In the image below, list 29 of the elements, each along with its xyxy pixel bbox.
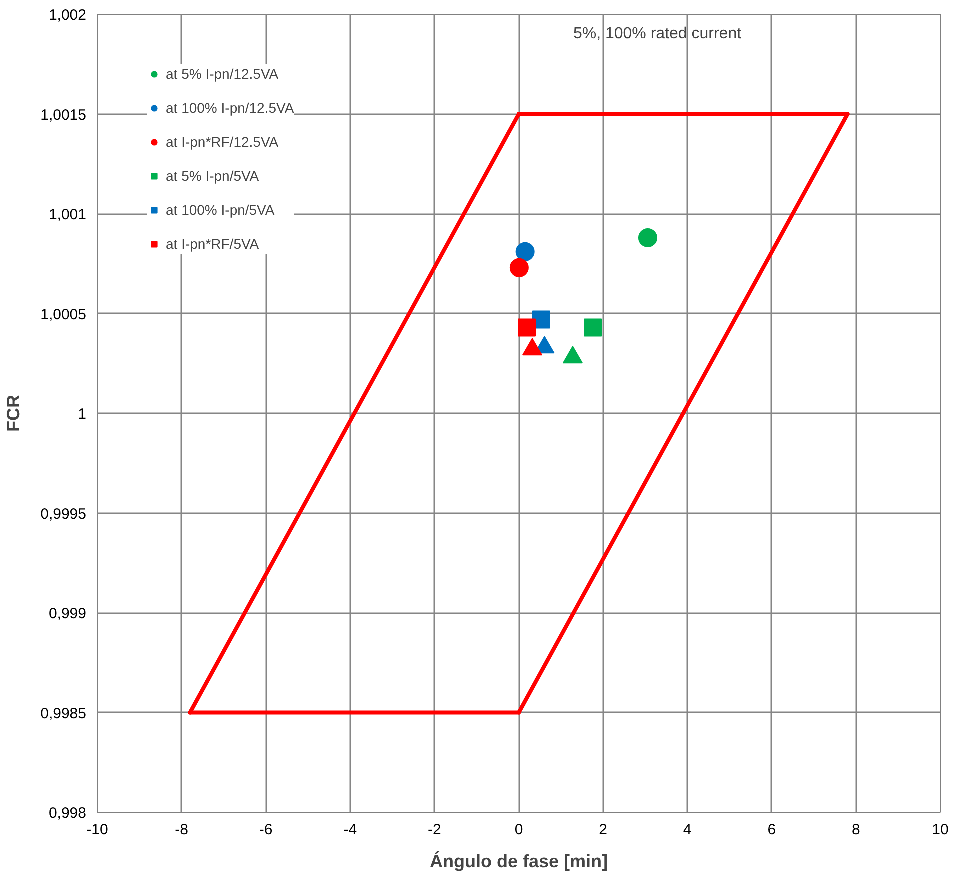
x-tick-label: -4 xyxy=(344,822,358,838)
y-tick-label: 1,001 xyxy=(48,206,87,224)
y-tick-label: 1,0005 xyxy=(40,306,87,324)
legend-label: at I-pn*RF/5VA xyxy=(166,236,260,252)
x-tick-label: 8 xyxy=(852,822,860,838)
x-tick-label: 4 xyxy=(683,822,692,838)
x-tick-label: 10 xyxy=(932,822,949,838)
annotation: 5%, 100% rated current xyxy=(573,26,742,42)
y-tick-label: 1,002 xyxy=(48,7,87,24)
x-tick-label: -2 xyxy=(428,822,442,838)
y-tick-label: 0,999 xyxy=(48,606,87,622)
y-axis-title: FCR xyxy=(4,394,24,432)
x-tick-label: 2 xyxy=(599,822,608,838)
legend-label: at 100% I-pn/12.5VA xyxy=(166,100,294,116)
x-tick-label: -10 xyxy=(86,822,108,838)
legend-label: at 5% I-pn/5VA xyxy=(166,168,260,184)
x-axis-title: Ángulo de fase [min] xyxy=(430,852,608,872)
legend-label: at I-pn*RF/12.5VA xyxy=(166,134,279,150)
y-tick-label: 0,998 xyxy=(48,805,87,822)
x-tick-label: 0 xyxy=(514,822,524,838)
x-tick-label: -6 xyxy=(259,822,273,838)
x-tick-label: -8 xyxy=(175,822,188,838)
y-tick-label: 1 xyxy=(78,406,86,423)
y-tick-label: 1,0015 xyxy=(40,106,87,124)
legend-label: at 5% I-pn/12.5VA xyxy=(166,66,279,82)
legend-label: at 100% I-pn/5VA xyxy=(166,202,275,218)
x-tick-label: 6 xyxy=(768,822,776,838)
y-tick-label: 0,9985 xyxy=(40,705,87,722)
y-tick-label: 0,9995 xyxy=(40,506,87,523)
